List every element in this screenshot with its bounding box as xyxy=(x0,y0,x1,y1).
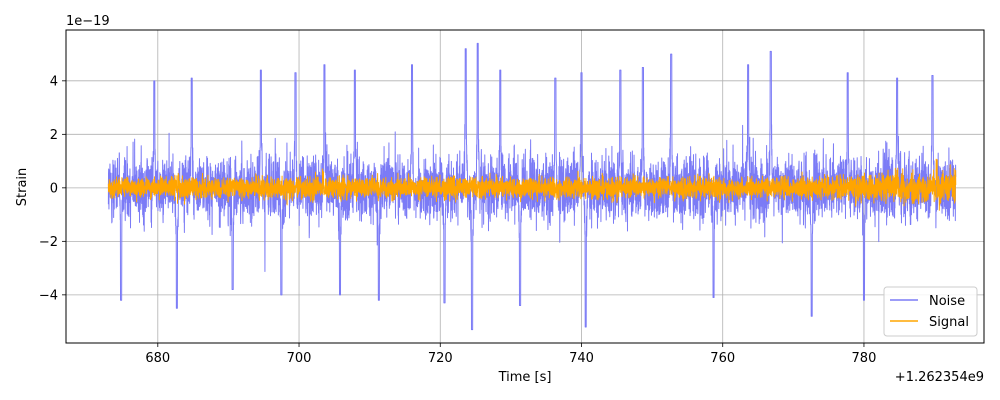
legend-signal-label: Signal xyxy=(929,315,969,330)
plot-area-frame xyxy=(65,29,985,344)
x-tick-label: 720 xyxy=(428,351,453,366)
x-tick-label: 740 xyxy=(569,351,594,366)
y-axis-label: Strain xyxy=(15,168,30,207)
x-axis-label: Time [s] xyxy=(498,370,552,385)
signal-line xyxy=(107,158,957,211)
y-tick-label: 2 xyxy=(50,128,58,143)
x-tick-label: 700 xyxy=(287,351,312,366)
y-tick-label: −2 xyxy=(39,235,58,250)
y-tick-label: 4 xyxy=(50,74,58,89)
x-axis-ticks: 680 700 720 740 760 780 xyxy=(145,343,876,366)
y-scale-label: 1e−19 xyxy=(66,14,110,29)
legend: Noise Signal xyxy=(883,286,978,337)
signal-series xyxy=(107,158,957,211)
x-tick-label: 760 xyxy=(710,351,735,366)
y-tick-label: −4 xyxy=(39,288,58,303)
x-offset-label: +1.262354e9 xyxy=(895,370,984,385)
x-tick-label: 780 xyxy=(852,351,877,366)
y-axis-ticks: −4 −2 0 2 4 xyxy=(39,74,66,303)
y-tick-label: 0 xyxy=(50,181,58,196)
x-tick-label: 680 xyxy=(145,351,170,366)
noise-line xyxy=(107,42,957,331)
noise-series xyxy=(107,42,957,331)
legend-noise-label: Noise xyxy=(929,294,965,309)
